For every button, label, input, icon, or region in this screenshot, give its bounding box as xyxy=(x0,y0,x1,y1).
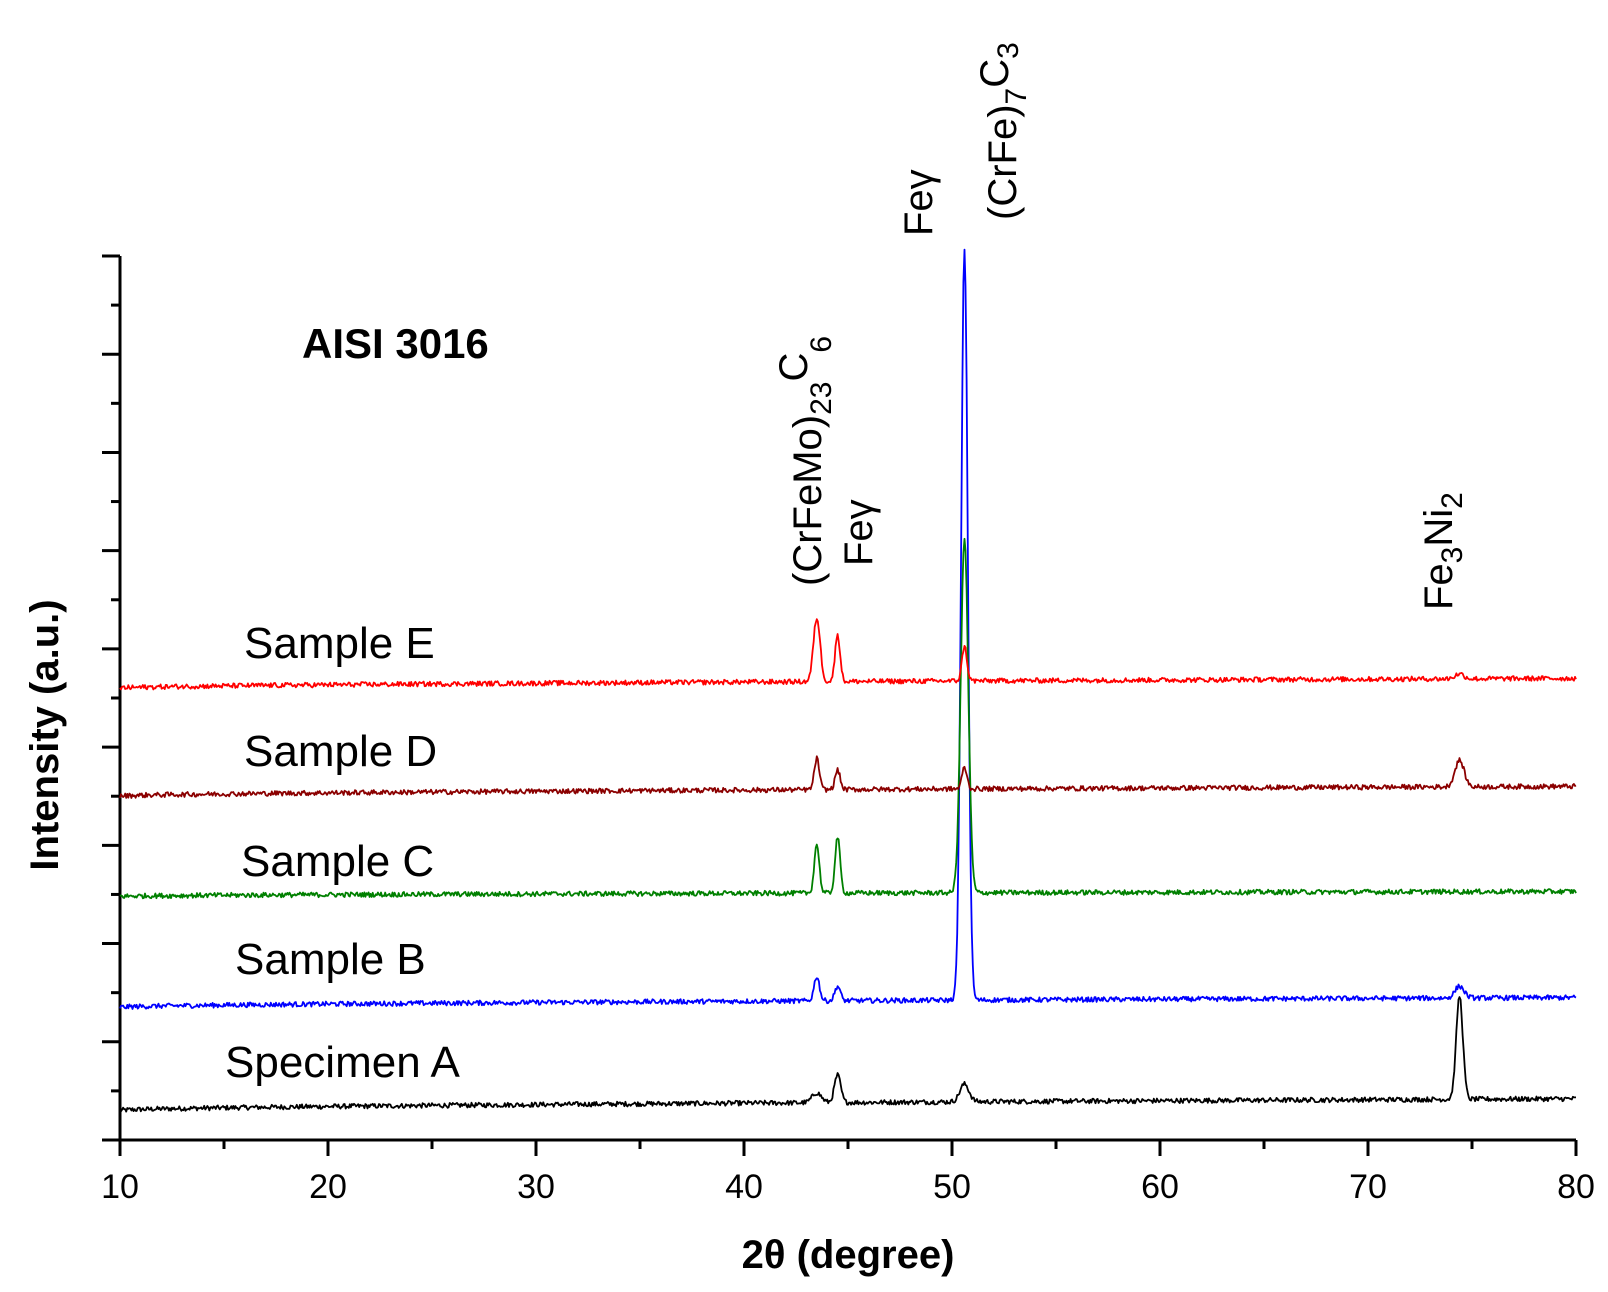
annotation-crfemo-main: (CrFeMo) xyxy=(786,415,830,586)
series-label-c: Sample C xyxy=(241,837,434,886)
peak-annotation-fe-gamma-1: Feγ xyxy=(837,499,881,566)
annotation-crfemo-mid: C xyxy=(772,353,816,382)
annotation-fe3ni2-sub2: 2 xyxy=(1436,492,1469,509)
y-axis-title: Intensity (a.u.) xyxy=(23,599,67,870)
series-label-d: Sample D xyxy=(244,727,437,776)
annotation-crfemo-sub1: 23 xyxy=(805,382,838,415)
annotation-crfe-sub2: 3 xyxy=(992,42,1025,59)
chart-title: AISI 3016 xyxy=(302,320,489,367)
series-label-e: Sample E xyxy=(244,619,435,668)
x-tick-label: 50 xyxy=(933,1168,971,1206)
series-label-b: Sample B xyxy=(235,935,426,984)
annotation-fe-gamma-2: Feγ xyxy=(897,169,941,236)
annotation-crfe-main: (CrFe) xyxy=(981,104,1025,220)
annotation-fe3ni2-sub1: 3 xyxy=(1436,547,1469,564)
annotation-crfemo-sub2: 6 xyxy=(805,336,838,353)
series-lines xyxy=(119,248,1577,1113)
x-ticks: 10 20 30 40 50 60 70 80 xyxy=(101,1140,1595,1206)
series-line-sample-c xyxy=(119,537,1577,900)
series-line-sample-b xyxy=(119,248,1577,1010)
annotation-crfe-mid: C xyxy=(973,59,1017,88)
y-ticks xyxy=(102,254,120,1142)
peak-annotation-crfemo: (CrFeMo)23C6 xyxy=(772,336,838,586)
series-labels: Sample E Sample D Sample C Sample B Spec… xyxy=(225,619,460,1087)
annotation-fe-gamma-1: Feγ xyxy=(837,499,881,566)
series-line-specimen-a xyxy=(119,996,1576,1113)
annotation-crfe-sub1: 7 xyxy=(1000,88,1033,105)
x-tick-label: 40 xyxy=(725,1168,763,1206)
x-axis-title: 2θ (degree) xyxy=(742,1233,955,1277)
x-tick-label: 10 xyxy=(101,1168,139,1206)
peak-annotation-fe-gamma-2: Feγ xyxy=(897,169,941,236)
annotation-fe3ni2-mid: Ni xyxy=(1417,509,1461,547)
x-tick-label: 60 xyxy=(1141,1168,1179,1206)
svg-text:(CrFe)7C3: (CrFe)7C3 xyxy=(973,42,1033,220)
peak-annotation-fe3ni2: Fe3Ni2 xyxy=(1417,492,1469,610)
series-line-sample-e xyxy=(119,618,1577,691)
peak-annotation-crfe: (CrFe)7C3 xyxy=(973,42,1033,220)
series-line-sample-d xyxy=(119,755,1577,799)
y-axis-title-group: Intensity (a.u.) xyxy=(23,599,67,870)
x-tick-label: 70 xyxy=(1349,1168,1387,1206)
series-label-a: Specimen A xyxy=(225,1038,460,1087)
x-tick-label: 80 xyxy=(1557,1168,1595,1206)
svg-text:Fe3Ni2: Fe3Ni2 xyxy=(1417,492,1469,610)
svg-text:(CrFeMo)23C6: (CrFeMo)23C6 xyxy=(772,336,838,586)
x-tick-label: 20 xyxy=(309,1168,347,1206)
x-tick-label: 30 xyxy=(517,1168,555,1206)
axes: 10 20 30 40 50 60 70 80 xyxy=(101,254,1595,1206)
annotation-fe3ni2-main: Fe xyxy=(1417,563,1461,610)
